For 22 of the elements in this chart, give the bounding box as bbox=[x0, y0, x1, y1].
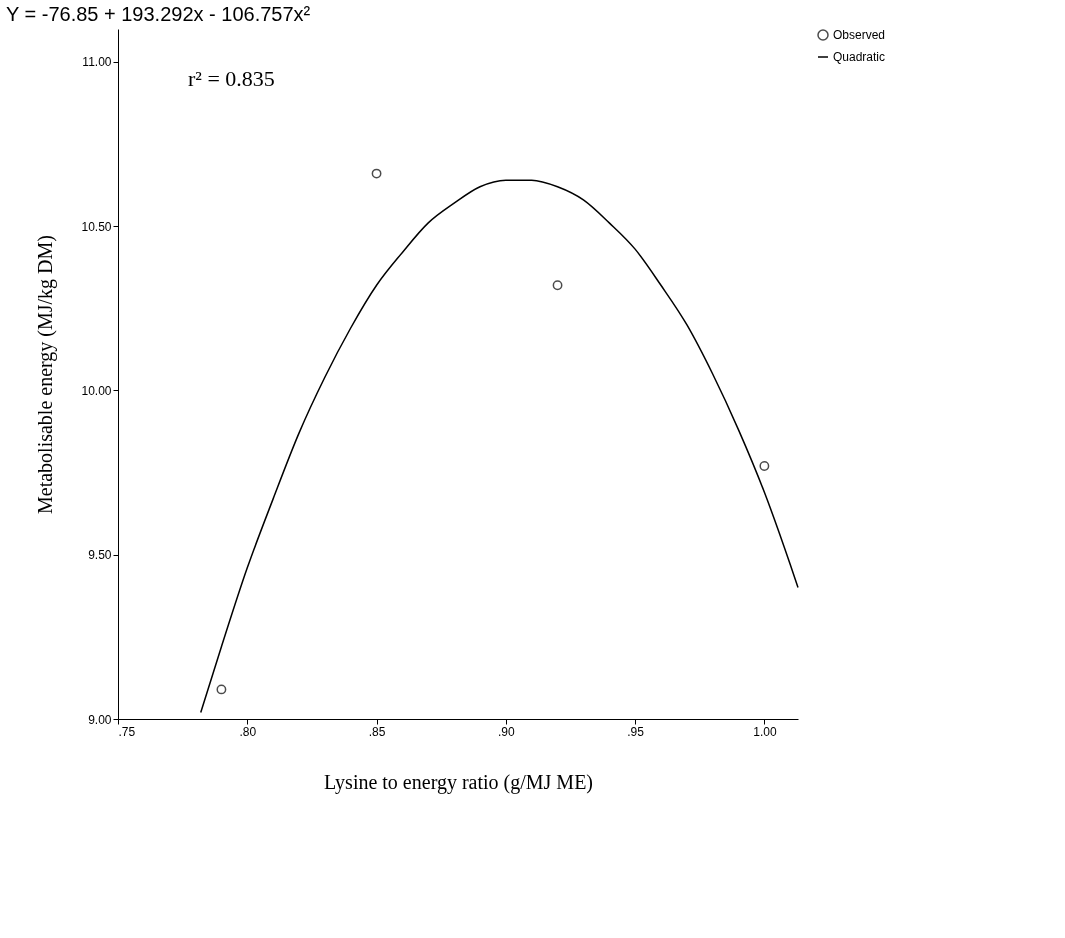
y-tick-label: 10.00 bbox=[81, 383, 112, 398]
x-tick-label: .80 bbox=[239, 724, 257, 739]
x-tick-label: 1.00 bbox=[753, 724, 777, 739]
annotation: r² = 0.835 bbox=[188, 66, 275, 91]
y-tick-label: 9.00 bbox=[88, 712, 112, 727]
y-tick-label: 10.50 bbox=[81, 219, 112, 234]
legend-label: Quadratic bbox=[833, 50, 886, 64]
point bbox=[371, 168, 382, 179]
x-tick-label: .95 bbox=[627, 724, 645, 739]
point bbox=[759, 461, 770, 471]
x-tick-label: .85 bbox=[368, 724, 386, 739]
y-tick-label: 9.50 bbox=[88, 548, 112, 563]
chart-title: Y = -76.85 + 193.292x - 106.757x² bbox=[5, 3, 311, 25]
x-axis-title: Lysine to energy ratio (g/MJ ME) bbox=[323, 770, 594, 794]
x-tick-label: .75 bbox=[118, 724, 136, 739]
point bbox=[216, 684, 227, 695]
y-axis-title: Metabolisable energy (MJ/kg DM) bbox=[34, 234, 58, 515]
legend-label: Observed bbox=[833, 28, 886, 42]
point bbox=[552, 280, 563, 291]
y-tick-label: 11.00 bbox=[82, 55, 112, 70]
x-tick-label: .90 bbox=[497, 724, 515, 739]
line-series bbox=[199, 179, 799, 714]
